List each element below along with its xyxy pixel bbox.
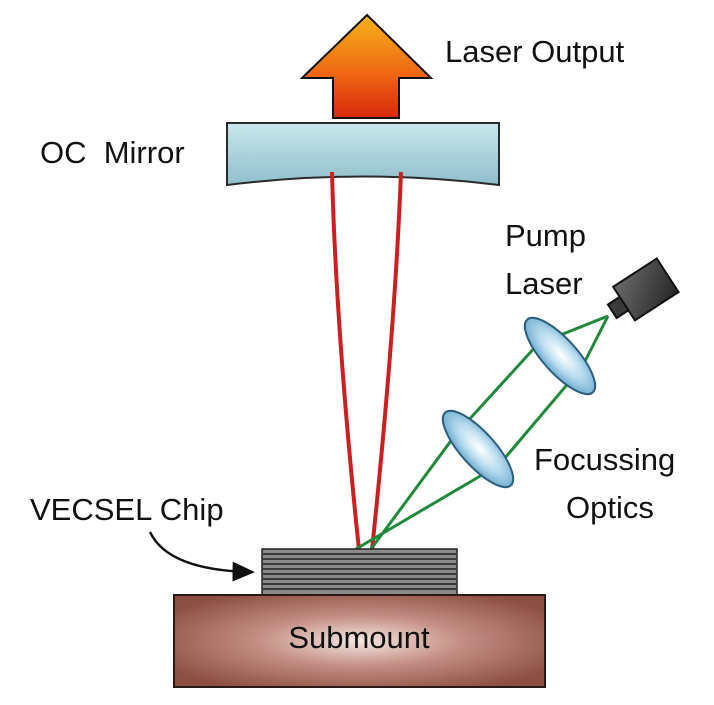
focusing-lens-upper <box>523 316 597 396</box>
pump-laser <box>606 257 680 322</box>
submount-label: Submount <box>288 620 430 655</box>
laser-output-label: Laser Output <box>445 34 625 69</box>
laser-beam-right <box>370 171 403 551</box>
submount-block <box>173 594 546 688</box>
pump-laser-label-line1: Pump <box>505 218 586 253</box>
pump-beam-outer <box>355 315 610 551</box>
vecsel-chip-label: VECSEL Chip <box>30 492 224 527</box>
pump-beam-inner <box>369 314 609 550</box>
vecsel-chip-pointer-arrow <box>148 531 255 582</box>
oc-mirror <box>226 122 500 187</box>
pump-laser-label-line2: Laser <box>505 266 583 301</box>
laser-beam-left <box>330 171 361 551</box>
oc-mirror-label: OC Mirror <box>40 135 185 170</box>
vecsel-chip <box>261 548 458 596</box>
laser-output-arrow <box>299 13 434 119</box>
focusing-optics-label-line2: Optics <box>566 490 654 525</box>
focusing-optics-label-line1: Focussing <box>534 442 675 477</box>
focusing-lens-lower <box>441 409 515 489</box>
